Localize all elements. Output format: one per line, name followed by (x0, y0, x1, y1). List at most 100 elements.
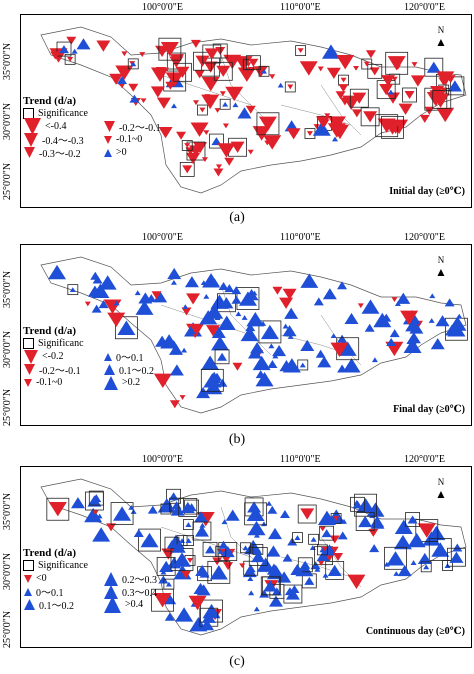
station-marker (368, 528, 379, 537)
station-marker (130, 509, 137, 514)
station-marker (417, 523, 436, 538)
station-marker (449, 551, 464, 563)
station-marker (429, 293, 436, 299)
significance-box (420, 561, 432, 573)
station-marker (379, 84, 394, 96)
station-marker (241, 315, 248, 320)
station-marker (361, 299, 380, 314)
station-marker (98, 300, 109, 309)
station-marker (217, 352, 228, 361)
legend-item: 0～0.1 (23, 585, 103, 599)
station-marker (318, 561, 325, 566)
station-marker (313, 124, 320, 129)
legend-item: 0.2～0.3 (103, 571, 193, 586)
station-marker (181, 347, 188, 353)
station-marker (245, 564, 256, 573)
station-marker (337, 364, 348, 373)
triangle-down-icon (24, 364, 35, 375)
station-marker (160, 41, 179, 57)
station-marker (426, 61, 441, 73)
station-marker (196, 386, 211, 399)
station-marker (314, 566, 321, 572)
significance-box (160, 503, 172, 515)
station-marker (244, 289, 259, 301)
tick-left-35-b: 35°0'0"N (2, 270, 13, 308)
station-marker (245, 105, 256, 114)
significance-box (402, 87, 417, 103)
station-marker (216, 65, 231, 77)
station-marker (96, 513, 103, 519)
station-marker (430, 338, 445, 350)
significance-box (295, 45, 307, 57)
significance-box-icon (23, 560, 34, 571)
station-marker (165, 72, 184, 87)
station-marker (255, 371, 274, 387)
map-frame-c: N ▲ Trend (d/a) Significance <0 0.2～0.3 0～… (20, 466, 472, 648)
triangle-up-icon (104, 571, 118, 586)
station-marker (214, 315, 221, 320)
station-marker (387, 56, 406, 71)
significance-box (381, 115, 404, 139)
station-marker (209, 565, 228, 580)
significance-box (46, 497, 70, 521)
legend-item-label: >0.2 (122, 377, 141, 388)
tick-top-110-b: 110°0'0"E (280, 232, 321, 243)
station-marker (294, 535, 301, 540)
station-marker (430, 85, 445, 98)
station-marker (170, 103, 177, 109)
station-marker (218, 540, 229, 549)
station-marker (92, 527, 111, 542)
station-marker (352, 92, 367, 104)
significance-box (349, 88, 369, 108)
station-marker (222, 123, 229, 129)
station-marker (327, 564, 342, 576)
significance-box (245, 55, 261, 71)
station-marker (322, 288, 337, 300)
station-marker (369, 544, 380, 553)
significance-box (209, 133, 224, 149)
station-marker (240, 326, 259, 342)
station-marker (106, 523, 117, 532)
station-marker (423, 564, 430, 570)
significance-box (361, 58, 373, 70)
station-marker (181, 570, 192, 579)
significance-box (283, 584, 303, 604)
tick-top-120: 120°0'0"E (404, 2, 445, 13)
station-marker (248, 58, 259, 67)
station-marker (411, 62, 418, 67)
station-marker (391, 297, 398, 303)
station-marker (175, 66, 190, 78)
station-marker (237, 67, 256, 82)
legend-title-a: Trend (d/a) (23, 95, 77, 107)
legend-item-label: -0.2～-0.1 (119, 123, 161, 134)
legend-item-label: <0 (36, 573, 47, 584)
significance-box (178, 498, 198, 517)
station-marker (331, 136, 338, 142)
station-marker (232, 362, 243, 371)
station-marker (247, 347, 262, 359)
significance-box (405, 512, 420, 527)
map-svg-c (40, 478, 467, 636)
station-marker (199, 107, 206, 113)
station-marker (419, 114, 430, 123)
station-marker (397, 564, 412, 577)
station-marker (69, 287, 76, 293)
legend-a: Trend (d/a) Significance <-0.4 -0.2～-0.1-… (23, 95, 203, 160)
station-marker (245, 62, 252, 68)
station-marker (92, 510, 99, 516)
legend-item-label: 0.1～0.2 (39, 601, 74, 612)
legend-item-label: 0.2～0.3 (122, 575, 157, 586)
station-marker (398, 103, 413, 115)
legend-item-label: 0.1～0.2 (119, 366, 154, 377)
legend-title-c: Trend (d/a) (23, 547, 77, 559)
station-marker (167, 267, 182, 280)
station-marker (133, 528, 144, 537)
station-marker (76, 38, 91, 50)
station-marker (170, 279, 177, 285)
map-svg-a (40, 26, 467, 194)
triangle-down-icon (24, 574, 32, 583)
station-marker (248, 590, 255, 596)
station-marker (300, 273, 319, 288)
triangle-up-icon (24, 587, 32, 596)
station-marker (182, 165, 193, 174)
